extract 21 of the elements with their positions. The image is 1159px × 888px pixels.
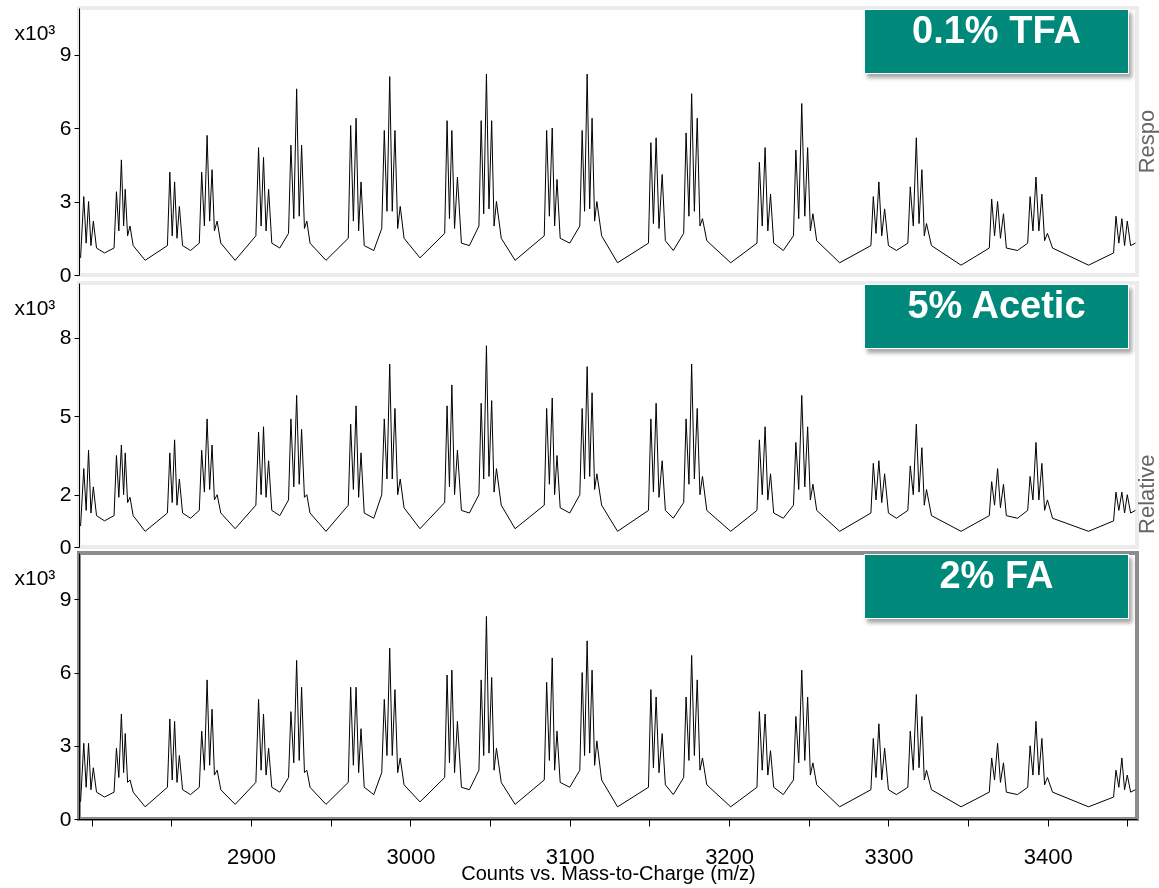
- y-axis-title: x10³: [14, 20, 56, 44]
- annotation: Respo: [1134, 109, 1159, 174]
- x-tick-label: 3000: [386, 843, 436, 869]
- x-tick-label: 3400: [1023, 843, 1073, 869]
- y-tick-label: 2: [59, 482, 72, 506]
- x-tick-label: 2900: [227, 843, 277, 869]
- x-tick-label: 3300: [864, 843, 914, 869]
- y-tick-label: 8: [59, 325, 72, 349]
- y-tick-label: 0: [59, 806, 72, 830]
- y-tick-label: 9: [59, 586, 72, 610]
- y-tick-label: 0: [59, 534, 72, 558]
- annotation: Relative: [1134, 454, 1159, 534]
- y-tick-label: 6: [59, 660, 72, 684]
- y-tick-label: 3: [59, 189, 72, 213]
- y-tick-label: 5: [59, 403, 72, 427]
- y-tick-label: 6: [59, 115, 72, 139]
- y-axis-title: x10³: [14, 295, 56, 319]
- y-axis-title: x10³: [14, 565, 56, 589]
- y-tick-label: 3: [59, 733, 72, 757]
- y-tick-label: 9: [59, 42, 72, 66]
- y-tick-label: 0: [59, 262, 72, 286]
